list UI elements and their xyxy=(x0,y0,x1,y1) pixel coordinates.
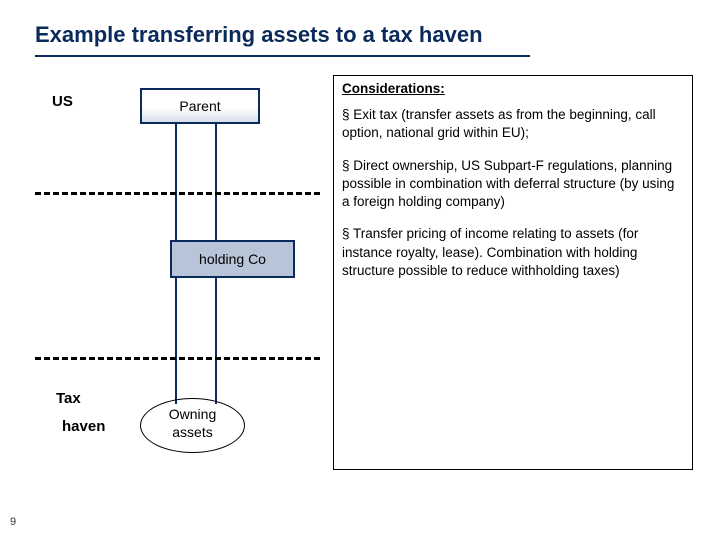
slide-title: Example transferring assets to a tax hav… xyxy=(35,22,483,48)
considerations-panel: Considerations: Exit tax (transfer asset… xyxy=(333,75,693,470)
region-label-us: US xyxy=(52,93,73,110)
region-label-haven: haven xyxy=(62,418,105,435)
node-owning-assets: Owning assets xyxy=(140,398,245,453)
node-holding-label: holding Co xyxy=(199,251,266,267)
region-separator-1 xyxy=(35,192,320,195)
consideration-item-2: Direct ownership, US Subpart-F regulatio… xyxy=(342,157,684,212)
region-label-tax: Tax xyxy=(56,390,81,407)
node-parent-label: Parent xyxy=(179,98,220,114)
node-parent: Parent xyxy=(140,88,260,124)
consideration-item-1: Exit tax (transfer assets as from the be… xyxy=(342,106,684,142)
node-owning-line1: Owning xyxy=(141,405,244,423)
node-holding: holding Co xyxy=(170,240,295,278)
slide: Example transferring assets to a tax hav… xyxy=(0,0,720,540)
title-underline xyxy=(35,55,530,57)
page-number: 9 xyxy=(10,516,16,528)
consideration-item-3: Transfer pricing of income relating to a… xyxy=(342,225,684,280)
node-owning-line2: assets xyxy=(141,423,244,441)
region-separator-2 xyxy=(35,357,320,360)
considerations-heading: Considerations: xyxy=(342,80,684,98)
